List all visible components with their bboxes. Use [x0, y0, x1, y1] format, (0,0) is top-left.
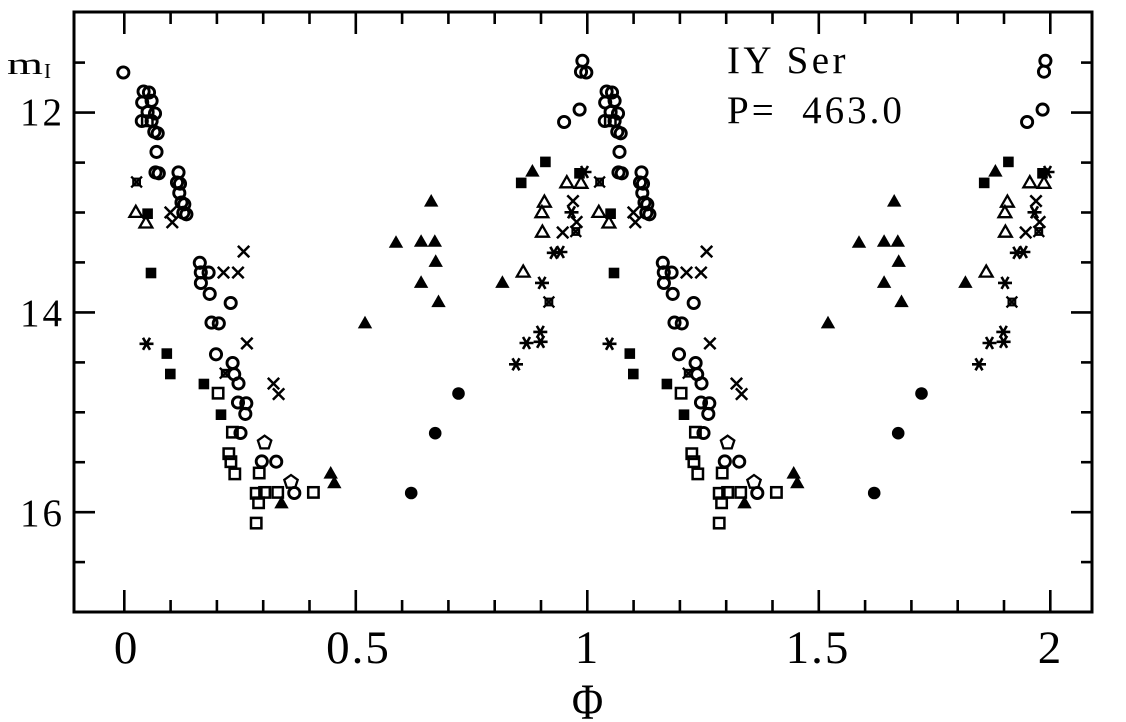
svg-text:I: I: [44, 59, 51, 83]
svg-text:14: 14: [20, 292, 65, 335]
svg-text:12: 12: [20, 91, 65, 134]
svg-text:16: 16: [20, 492, 65, 535]
svg-text:Φ: Φ: [572, 675, 603, 722]
svg-text:IY Ser: IY Ser: [727, 39, 849, 82]
svg-text:2: 2: [1038, 622, 1062, 674]
svg-text:0: 0: [114, 622, 138, 674]
svg-text:m: m: [7, 46, 43, 81]
svg-text:1: 1: [575, 622, 599, 674]
svg-text:P= 463.0: P= 463.0: [727, 89, 905, 132]
svg-text:1.5: 1.5: [786, 622, 851, 674]
svg-text:0.5: 0.5: [326, 622, 391, 674]
